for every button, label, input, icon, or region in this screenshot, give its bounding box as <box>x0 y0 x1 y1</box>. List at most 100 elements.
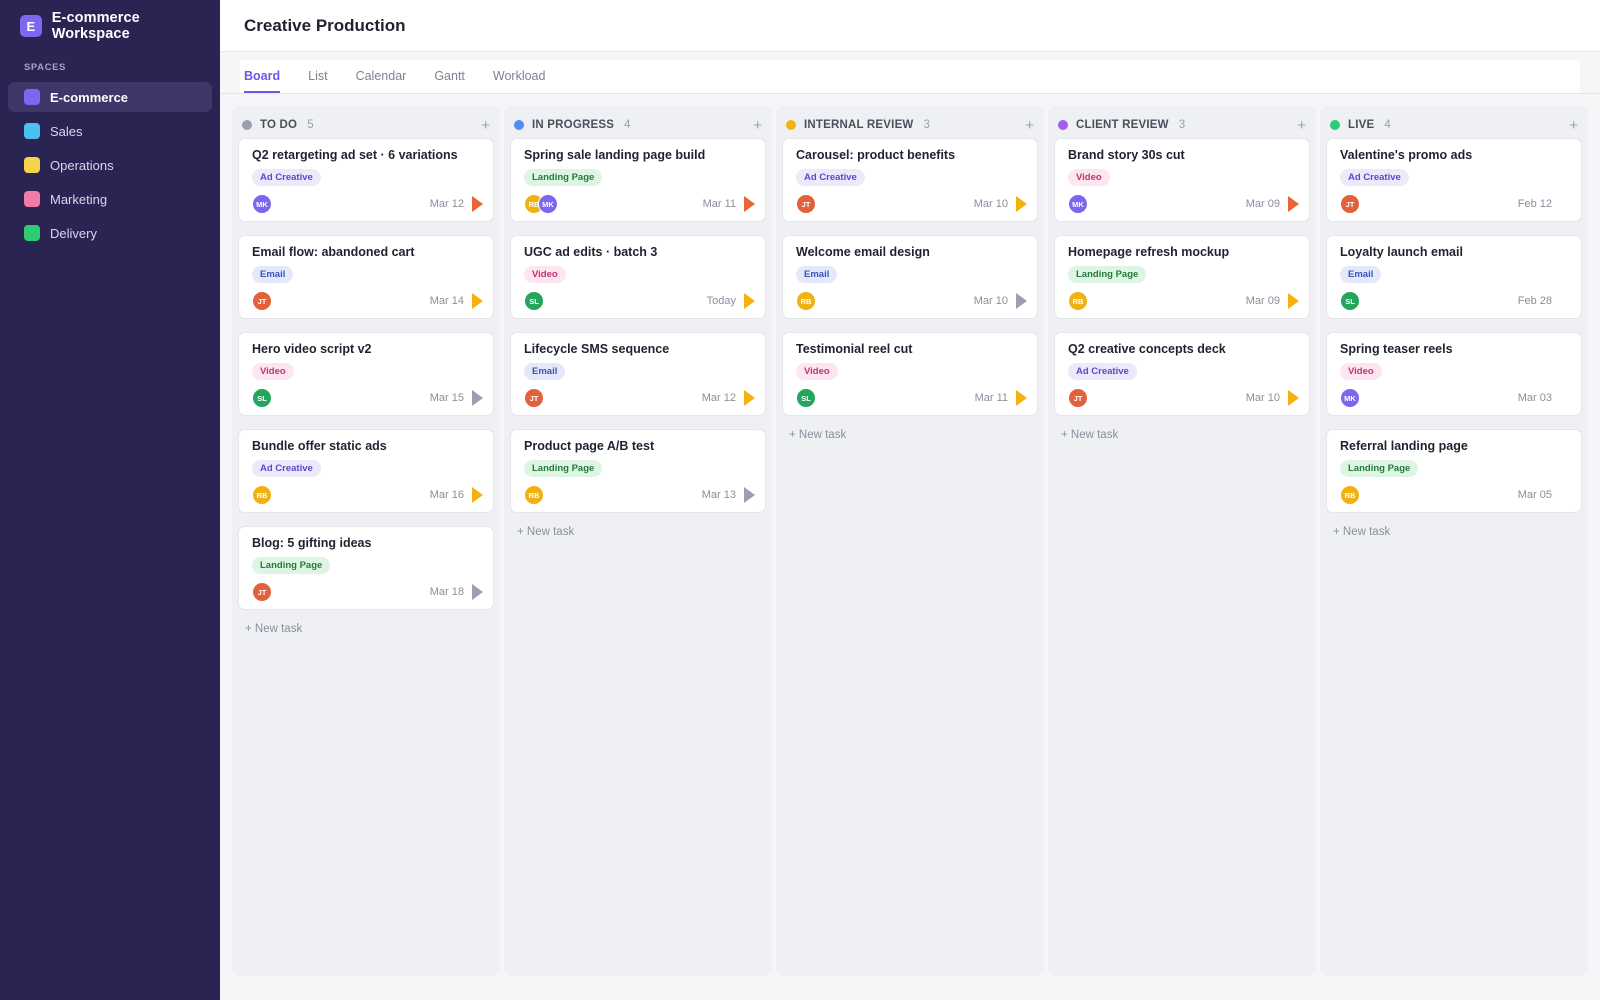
avatar[interactable]: MK <box>1068 194 1088 214</box>
avatar[interactable]: SL <box>1340 291 1360 311</box>
priority-flag-icon[interactable] <box>472 584 483 600</box>
due-date: Mar 11 <box>702 198 736 210</box>
tab-workload[interactable]: Workload <box>492 69 546 83</box>
priority-flag-icon[interactable] <box>472 390 483 406</box>
task-card[interactable]: Lifecycle SMS sequence Email JT Mar 12 <box>510 332 766 416</box>
avatar[interactable]: RB <box>1068 291 1088 311</box>
task-tag: Email <box>524 363 566 380</box>
new-task-button[interactable]: + New task <box>789 429 847 441</box>
avatar[interactable]: JT <box>524 388 544 408</box>
column-count: 3 <box>1178 119 1186 131</box>
new-task-button[interactable]: + New task <box>245 623 303 635</box>
column-title: INTERNAL REVIEW <box>804 119 914 131</box>
sidebar-item-delivery[interactable]: Delivery <box>8 218 212 248</box>
priority-flag-icon[interactable] <box>472 487 483 503</box>
task-card[interactable]: Valentine's promo ads Ad Creative JT Feb 12 <box>1326 138 1582 222</box>
avatar[interactable]: RB <box>796 291 816 311</box>
task-card[interactable]: Q2 retargeting ad set · 6 variations Ad C… <box>238 138 494 222</box>
task-card[interactable]: Spring sale landing page build Landing Pa… <box>510 138 766 222</box>
priority-flag-icon[interactable] <box>744 293 755 309</box>
task-card[interactable]: Product page A/B test Landing Page RB Mar 1… <box>510 429 766 513</box>
status-dot-icon <box>1330 120 1340 130</box>
task-card[interactable]: Welcome email design Email RB Mar 10 <box>782 235 1038 319</box>
priority-flag-icon[interactable] <box>744 487 755 503</box>
priority-flag-icon[interactable] <box>472 196 483 212</box>
avatar[interactable]: SL <box>252 388 272 408</box>
task-title: Bundle offer static ads <box>252 439 387 453</box>
assignee-group: SL <box>524 291 544 311</box>
workspace-header[interactable]: E E-commerce Workspace <box>0 0 220 52</box>
priority-flag-icon[interactable] <box>1288 196 1299 212</box>
tab-board[interactable]: Board <box>244 69 281 93</box>
priority-flag-icon[interactable] <box>1288 293 1299 309</box>
avatar[interactable]: MK <box>1340 388 1360 408</box>
task-card[interactable]: Loyalty launch email Email SL Feb 28 <box>1326 235 1582 319</box>
add-task-icon[interactable]: + <box>1569 116 1578 134</box>
card-footer: RB Mar 13 <box>524 485 755 505</box>
new-task-button[interactable]: + New task <box>1061 429 1119 441</box>
task-card[interactable]: Blog: 5 gifting ideas Landing Page JT Mar 1… <box>238 526 494 610</box>
priority-flag-icon[interactable] <box>1560 293 1571 309</box>
task-card[interactable]: Testimonial reel cut Video SL Mar 11 <box>782 332 1038 416</box>
priority-flag-icon[interactable] <box>1016 390 1027 406</box>
avatar[interactable]: MK <box>252 194 272 214</box>
task-card[interactable]: Spring teaser reels Video MK Mar 03 <box>1326 332 1582 416</box>
avatar[interactable]: JT <box>796 194 816 214</box>
task-card[interactable]: Carousel: product benefits Ad Creative JT M… <box>782 138 1038 222</box>
tab-list[interactable]: List <box>308 69 328 83</box>
avatar[interactable]: RB <box>1340 485 1360 505</box>
avatar[interactable]: JT <box>1340 194 1360 214</box>
task-tag: Video <box>524 266 566 283</box>
sidebar-item-operations[interactable]: Operations <box>8 150 212 180</box>
board-column-to-do: TO DO 5 + Q2 retargeting ad set · 6 variati… <box>232 106 500 976</box>
add-task-icon[interactable]: + <box>1025 116 1034 134</box>
tab-calendar[interactable]: Calendar <box>355 69 407 83</box>
add-task-icon[interactable]: + <box>753 116 762 134</box>
sidebar-item-e-commerce[interactable]: E-commerce <box>8 82 212 112</box>
task-card[interactable]: Brand story 30s cut Video MK Mar 09 <box>1054 138 1310 222</box>
priority-flag-icon[interactable] <box>744 390 755 406</box>
task-tag: Video <box>1068 169 1110 186</box>
new-task-button[interactable]: + New task <box>517 526 575 538</box>
avatar[interactable]: JT <box>252 582 272 602</box>
task-card[interactable]: Hero video script v2 Video SL Mar 15 <box>238 332 494 416</box>
task-card[interactable]: Email flow: abandoned cart Email JT Mar 14 <box>238 235 494 319</box>
add-task-icon[interactable]: + <box>481 116 490 134</box>
avatar[interactable]: RB <box>252 485 272 505</box>
priority-flag-icon[interactable] <box>1288 390 1299 406</box>
sidebar-item-sales[interactable]: Sales <box>8 116 212 146</box>
sidebar: E E-commerce Workspace SPACES E-commerce… <box>0 0 220 1000</box>
avatar[interactable]: SL <box>524 291 544 311</box>
task-card[interactable]: UGC ad edits · batch 3 Video SL Today <box>510 235 766 319</box>
task-title: Referral landing page <box>1340 439 1468 453</box>
sidebar-item-marketing[interactable]: Marketing <box>8 184 212 214</box>
task-title: Spring sale landing page build <box>524 148 706 162</box>
task-card[interactable]: Homepage refresh mockup Landing Page RB Mar… <box>1054 235 1310 319</box>
priority-flag-icon[interactable] <box>1560 390 1571 406</box>
due-date: Feb 12 <box>1517 198 1552 210</box>
new-task-button[interactable]: + New task <box>1333 526 1391 538</box>
tab-gantt[interactable]: Gantt <box>434 69 465 83</box>
task-title: Blog: 5 gifting ideas <box>252 536 372 550</box>
task-card[interactable]: Q2 creative concepts deck Ad Creative JT Ma… <box>1054 332 1310 416</box>
avatar[interactable]: SL <box>796 388 816 408</box>
priority-flag-icon[interactable] <box>1560 196 1571 212</box>
task-tag: Ad Creative <box>252 169 321 186</box>
priority-flag-icon[interactable] <box>744 196 755 212</box>
avatar[interactable]: RB <box>524 485 544 505</box>
card-footer: MK Mar 12 <box>252 194 483 214</box>
add-task-icon[interactable]: + <box>1297 116 1306 134</box>
priority-flag-icon[interactable] <box>1560 487 1571 503</box>
task-card[interactable]: Referral landing page Landing Page RB Mar 0… <box>1326 429 1582 513</box>
avatar[interactable]: MK <box>538 194 558 214</box>
priority-flag-icon[interactable] <box>472 293 483 309</box>
task-card[interactable]: Bundle offer static ads Ad Creative RB Mar … <box>238 429 494 513</box>
priority-flag-icon[interactable] <box>1016 293 1027 309</box>
status-dot-icon <box>1058 120 1068 130</box>
priority-flag-icon[interactable] <box>1016 196 1027 212</box>
due-date: Mar 11 <box>974 392 1008 404</box>
avatar[interactable]: JT <box>252 291 272 311</box>
assignee-group: MK <box>252 194 272 214</box>
avatar[interactable]: JT <box>1068 388 1088 408</box>
task-tag: Video <box>1340 363 1382 380</box>
